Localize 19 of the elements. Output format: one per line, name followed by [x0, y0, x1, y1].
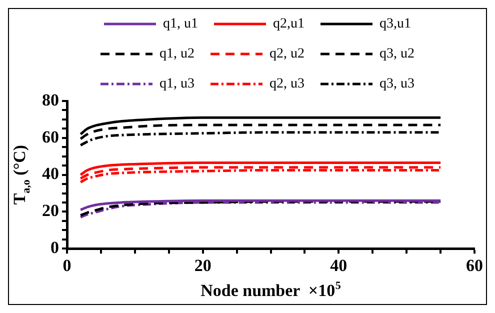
legend-label: q3,u1: [380, 16, 411, 32]
y-tick-label: 0: [50, 238, 59, 257]
legend-label: q2,u1: [273, 16, 304, 32]
legend-label: q2, u3: [270, 76, 304, 92]
legend-label: q3, u3: [380, 76, 414, 92]
y-tick-label: 20: [42, 201, 59, 220]
legend-label: q1, u3: [160, 76, 194, 92]
y-axis-title: Ta,o (°C): [10, 144, 32, 205]
legend-label: q1, u2: [160, 46, 194, 62]
y-tick-label: 80: [42, 90, 59, 110]
x-tick-label: 60: [466, 256, 483, 276]
x-tick-label: 20: [194, 256, 212, 276]
legend-label: q3, u2: [380, 46, 414, 62]
x-tick-label: 40: [330, 256, 348, 276]
y-tick-label: 60: [42, 127, 59, 146]
y-tick-label: 40: [42, 164, 59, 184]
legend-label: q2, u2: [270, 46, 304, 62]
x-tick-label: 0: [62, 256, 72, 276]
legend-label: q1, u1: [163, 16, 198, 32]
